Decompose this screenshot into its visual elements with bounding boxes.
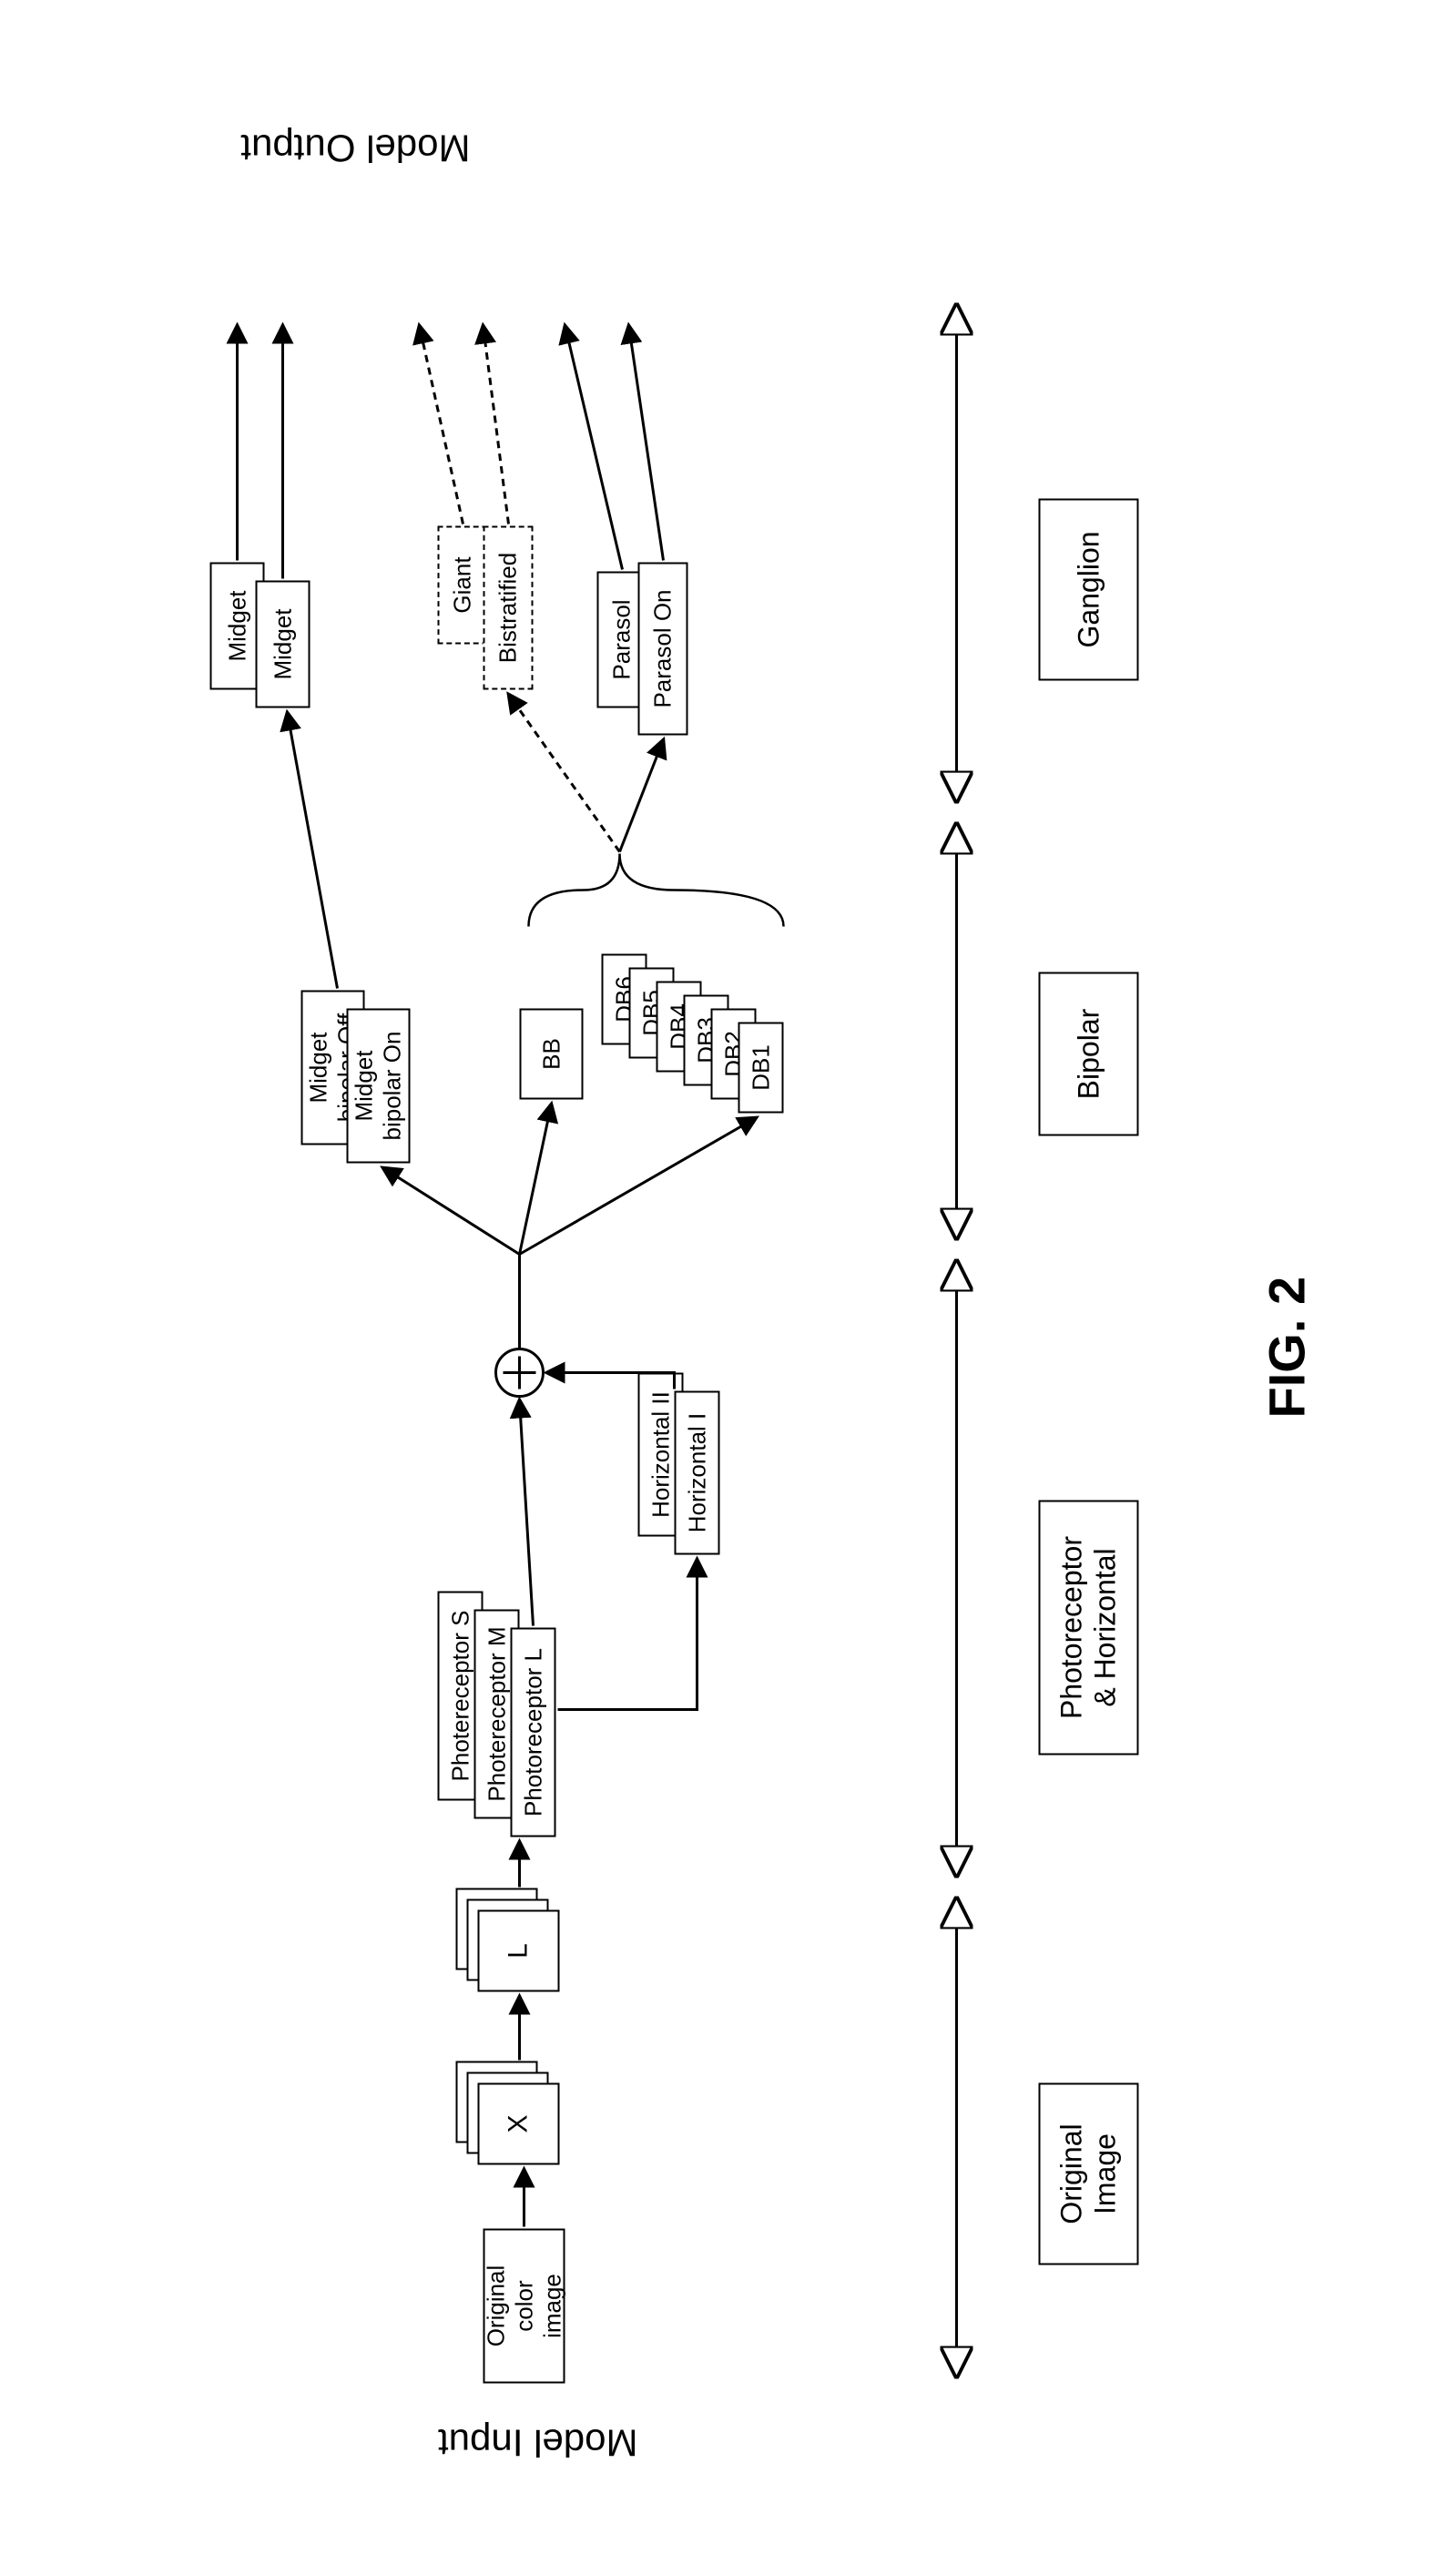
bb-node: BB bbox=[519, 1008, 583, 1099]
parasol-off-label: Parasol bbox=[607, 599, 636, 679]
original-color-image-label: Original color image bbox=[482, 2237, 566, 2374]
l-stack: L bbox=[455, 1882, 565, 1991]
model-input-label: Model Input bbox=[355, 2410, 719, 2474]
figure-caption: FIG. 2 bbox=[1257, 1276, 1316, 1418]
photoreceptor-l-label: Photoreceptor L bbox=[519, 1648, 547, 1817]
photoreceptor-l-node: Photoreceptor L bbox=[510, 1627, 555, 1837]
bb-label: BB bbox=[537, 1038, 565, 1070]
horizontal-ii-label: Horizontal II bbox=[647, 1391, 675, 1518]
parasol-on-label: Parasol On bbox=[648, 589, 677, 707]
stage-photoreceptor-horizontal: Photoreceptor & Horizontal bbox=[1038, 1500, 1138, 1755]
stage-photoreceptor-horizontal-label: Photoreceptor & Horizontal bbox=[1054, 1536, 1122, 1719]
midget-on-label: Midget bbox=[269, 608, 297, 679]
giant-label: Giant bbox=[448, 556, 476, 613]
figure-canvas: Model Input Model Output Original color … bbox=[36, 36, 1420, 2529]
diagram-area: Model Input Model Output Original color … bbox=[36, 36, 1420, 2529]
horizontal-i-node: Horizontal I bbox=[674, 1390, 719, 1554]
bistratified-label: Bistratified bbox=[494, 552, 522, 662]
giant-node: Giant bbox=[437, 525, 487, 644]
stage-bipolar-label: Bipolar bbox=[1072, 1008, 1105, 1099]
model-output-text: Model Output bbox=[240, 126, 470, 169]
midget-off-label: Midget bbox=[223, 590, 251, 661]
original-color-image-node: Original color image bbox=[483, 2228, 565, 2383]
parasol-on-node: Parasol On bbox=[637, 562, 687, 735]
db1-label: DB1 bbox=[747, 1044, 775, 1091]
midget-bipolar-on-label: Midget bipolar On bbox=[350, 1031, 406, 1140]
x-label: X bbox=[503, 2114, 534, 2132]
photoreceptor-m-label: Photereceptor M bbox=[483, 1626, 511, 1801]
model-input-text: Model Input bbox=[437, 2420, 636, 2464]
stage-original-image: Original Image bbox=[1038, 2082, 1138, 2265]
midget-on-node: Midget bbox=[255, 580, 310, 707]
midget-bipolar-on-node: Midget bipolar On bbox=[346, 1008, 410, 1163]
plus-node-svg bbox=[36, 36, 1420, 2529]
photoreceptor-s-label: Photereceptor S bbox=[446, 1610, 474, 1781]
horizontal-i-label: Horizontal I bbox=[683, 1412, 711, 1532]
bistratified-node: Bistratified bbox=[483, 525, 533, 689]
stage-ganglion-label: Ganglion bbox=[1072, 531, 1105, 647]
stage-original-image-label: Original Image bbox=[1054, 2123, 1122, 2224]
db1-node: DB1 bbox=[738, 1022, 783, 1113]
stage-ganglion: Ganglion bbox=[1038, 498, 1138, 680]
figure-caption-text: FIG. 2 bbox=[1257, 1276, 1315, 1418]
x-stack: X bbox=[455, 2055, 565, 2164]
model-output-label: Model Output bbox=[173, 116, 537, 179]
l-label: L bbox=[503, 1943, 534, 1959]
stage-bipolar: Bipolar bbox=[1038, 972, 1138, 1135]
arrows-overlay bbox=[36, 36, 1420, 2529]
